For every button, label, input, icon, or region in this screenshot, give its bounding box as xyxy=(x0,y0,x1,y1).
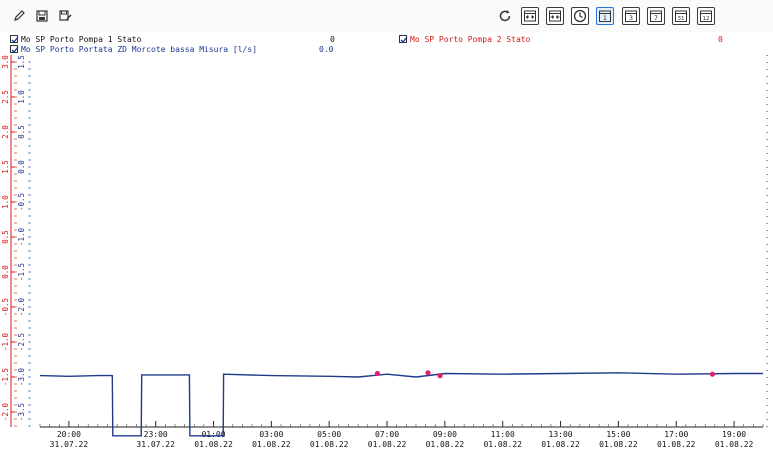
legend-item-pompa1[interactable]: Mo SP Porto Pompa 1 Stato xyxy=(10,35,141,45)
left-axis-tick-red: 2.5 xyxy=(1,90,10,104)
edit-icon xyxy=(14,10,25,21)
left-axis-tick-blue: 0.0 xyxy=(17,160,26,174)
left-axis-tick-red: 0.5 xyxy=(1,230,10,244)
x-tick-time: 17:00 xyxy=(664,430,688,439)
day-7-icon: 7 xyxy=(650,10,662,22)
svg-text:3: 3 xyxy=(629,14,633,22)
x-tick-date: 01.08.22 xyxy=(426,440,465,449)
month-12-icon: 12 xyxy=(700,10,712,22)
left-axis-tick-red: 1.5 xyxy=(1,160,10,174)
x-tick-time: 01:00 xyxy=(201,430,225,439)
legend-value-pompa1: 0 xyxy=(330,35,335,44)
x-tick-time: 07:00 xyxy=(375,430,399,439)
fit-range-button[interactable] xyxy=(546,7,564,25)
left-axis-tick-red: 0.0 xyxy=(1,265,10,279)
x-tick-date: 01.08.22 xyxy=(483,440,522,449)
day-1-icon: 1 xyxy=(599,10,611,22)
x-tick-date: 01.08.22 xyxy=(599,440,638,449)
legend-value-pompa2: 0 xyxy=(718,35,723,44)
x-tick-time: 03:00 xyxy=(259,430,283,439)
refresh-button[interactable] xyxy=(496,7,514,25)
x-tick-time: 05:00 xyxy=(317,430,341,439)
flow-series-line xyxy=(39,372,763,437)
left-axis-tick-blue: 0.5 xyxy=(17,125,26,139)
left-axis-tick-blue: -2.0 xyxy=(17,297,26,316)
left-axis-tick-blue: 1.5 xyxy=(17,55,26,69)
x-tick-time: 09:00 xyxy=(433,430,457,439)
x-tick-date: 31.07.22 xyxy=(50,440,89,449)
refresh-icon xyxy=(499,10,511,22)
fit-range-icon xyxy=(549,10,561,22)
svg-text:7: 7 xyxy=(654,14,658,22)
x-tick-date: 01.08.22 xyxy=(194,440,233,449)
checkbox-portata[interactable] xyxy=(10,45,19,53)
zoom-range-button[interactable] xyxy=(521,7,539,25)
legend-label-pompa1: Mo SP Porto Pompa 1 Stato xyxy=(21,35,142,44)
left-axis-tick-blue: -2.5 xyxy=(17,333,26,351)
x-tick-time: 23:00 xyxy=(144,430,168,439)
left-axis-tick-red: -1.5 xyxy=(1,368,10,386)
x-tick-date: 01.08.22 xyxy=(715,440,754,449)
left-axis-tick-blue: -0.5 xyxy=(17,193,26,211)
legend-item-portata[interactable]: Mo SP Porto Portata ZD Morcote bassa Mis… xyxy=(10,45,257,55)
x-tick-time: 13:00 xyxy=(549,430,573,439)
x-tick-date: 01.08.22 xyxy=(541,440,580,449)
save-as-button[interactable] xyxy=(56,7,74,25)
x-tick-date: 01.08.22 xyxy=(657,440,696,449)
toolbar: 1 3 7 31 12 xyxy=(0,0,773,32)
clock-button[interactable] xyxy=(571,7,589,25)
day-3-icon: 3 xyxy=(625,10,637,22)
legend-label-portata: Mo SP Porto Portata ZD Morcote bassa Mis… xyxy=(21,45,258,54)
legend-value-portata: 0.0 xyxy=(319,45,334,54)
zoom-range-icon xyxy=(524,10,536,22)
day-7-button[interactable]: 7 xyxy=(647,7,665,25)
x-tick-date: 01.08.22 xyxy=(252,440,291,449)
x-tick-time: 19:00 xyxy=(722,430,746,439)
left-axis-tick-red: 1.0 xyxy=(1,195,10,209)
x-tick-time: 20:00 xyxy=(57,430,81,439)
left-axis-tick-blue: -3.0 xyxy=(17,367,26,386)
alarm-marker xyxy=(425,370,431,376)
x-tick-date: 01.08.22 xyxy=(368,440,407,449)
left-axis-tick-blue: -1.0 xyxy=(17,227,26,246)
svg-text:1: 1 xyxy=(603,14,607,22)
checkbox-pompa2[interactable] xyxy=(399,35,408,43)
day-31-button[interactable]: 31 xyxy=(672,7,690,25)
left-axis-tick-blue: 1.0 xyxy=(17,90,26,104)
x-tick-date: 01.08.22 xyxy=(310,440,349,449)
left-axis-tick-blue: -1.5 xyxy=(17,263,26,281)
legend-label-pompa2: Mo SP Porto Pompa 2 Stato xyxy=(410,35,531,44)
save-as-icon xyxy=(59,10,72,21)
svg-text:31: 31 xyxy=(678,16,685,22)
left-axis-tick-red: -1.0 xyxy=(1,332,10,351)
left-axis-tick-red: -0.5 xyxy=(1,298,10,316)
alarm-marker xyxy=(709,371,715,377)
legend-item-pompa2[interactable]: Mo SP Porto Pompa 2 Stato xyxy=(399,35,530,45)
save-icon xyxy=(36,10,48,22)
day-31-icon: 31 xyxy=(675,10,687,22)
alarm-marker xyxy=(374,370,380,377)
left-axis-tick-red: 3.0 xyxy=(1,55,10,69)
save-button[interactable] xyxy=(33,7,51,25)
x-tick-time: 11:00 xyxy=(491,430,515,439)
svg-text:12: 12 xyxy=(703,16,710,22)
left-axis-tick-blue: -3.5 xyxy=(17,403,26,421)
month-12-button[interactable]: 12 xyxy=(697,7,715,25)
day-1-button[interactable]: 1 xyxy=(596,7,614,25)
clock-icon xyxy=(573,9,587,23)
left-axis-tick-red: -2.0 xyxy=(1,402,10,421)
checkbox-pompa1[interactable] xyxy=(10,35,19,43)
alarm-marker xyxy=(437,373,443,379)
x-tick-time: 15:00 xyxy=(606,430,630,439)
day-3-button[interactable]: 3 xyxy=(622,7,640,25)
x-tick-date: 31.07.22 xyxy=(136,440,175,449)
edit-button[interactable] xyxy=(10,7,28,25)
left-axis-tick-red: 2.0 xyxy=(1,125,10,139)
